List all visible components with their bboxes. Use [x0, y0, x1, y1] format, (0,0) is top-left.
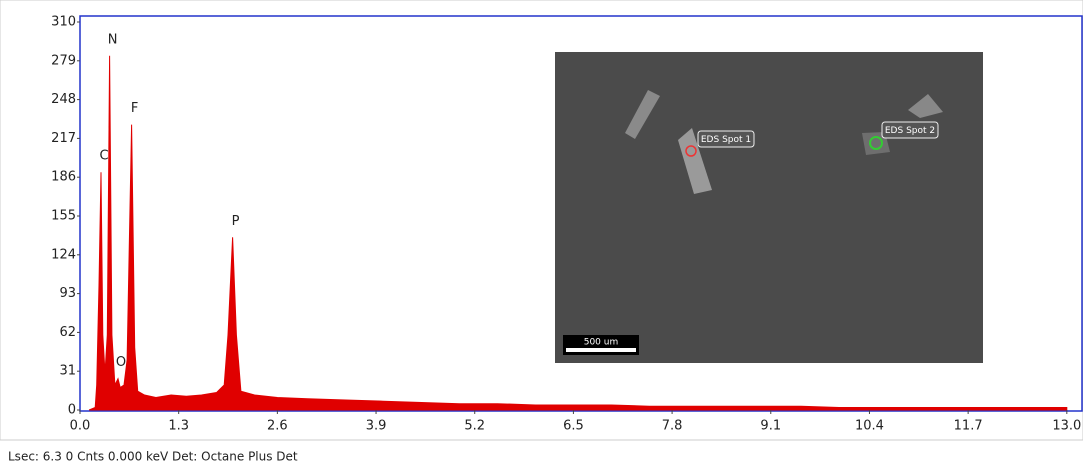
- peak-label: O: [116, 355, 126, 370]
- x-tick-label: 7.8: [662, 419, 683, 434]
- y-tick-label: 93: [59, 286, 76, 301]
- y-tick-label: 279: [51, 53, 76, 68]
- peak-label: P: [232, 214, 240, 229]
- page: EDS Spot 1 EDS Spot 2 500 um Lsec: 6.3 0…: [0, 0, 1083, 466]
- y-tick-label: 186: [51, 170, 76, 185]
- spot-label: EDS Spot 2: [885, 126, 935, 136]
- y-tick-label: 0: [68, 403, 76, 418]
- x-tick-label: 0.0: [70, 419, 91, 434]
- x-tick-label: 2.6: [267, 419, 288, 434]
- x-tick-label: 13.0: [1052, 419, 1081, 434]
- y-tick-label: 155: [51, 209, 76, 224]
- y-tick-label: 124: [51, 247, 76, 262]
- scale-bar: [566, 348, 636, 352]
- peak-label: N: [108, 32, 118, 47]
- peak-label: F: [131, 101, 138, 116]
- y-tick-label: 217: [51, 131, 76, 146]
- chart: EDS Spot 1 EDS Spot 2 500 um Lsec: 6.3 0…: [0, 0, 1083, 466]
- sem-image: EDS Spot 1 EDS Spot 2 500 um: [555, 52, 983, 363]
- sem-background: [555, 52, 983, 363]
- y-tick-label: 248: [51, 92, 76, 107]
- x-tick-label: 9.1: [760, 419, 781, 434]
- y-tick-label: 62: [59, 325, 76, 340]
- x-tick-label: 3.9: [366, 419, 387, 434]
- peak-label: C: [99, 149, 108, 164]
- spot-label: EDS Spot 1: [701, 135, 751, 145]
- x-tick-label: 10.4: [855, 419, 884, 434]
- scale-label: 500 um: [584, 338, 619, 348]
- x-tick-label: 11.7: [954, 419, 983, 434]
- status-bar: Lsec: 6.3 0 Cnts 0.000 keV Det: Octane P…: [8, 450, 298, 464]
- x-tick-label: 5.2: [464, 419, 485, 434]
- x-tick-label: 6.5: [563, 419, 584, 434]
- y-tick-label: 31: [59, 364, 76, 379]
- x-tick-label: 1.3: [168, 419, 189, 434]
- y-tick-label: 310: [51, 15, 76, 30]
